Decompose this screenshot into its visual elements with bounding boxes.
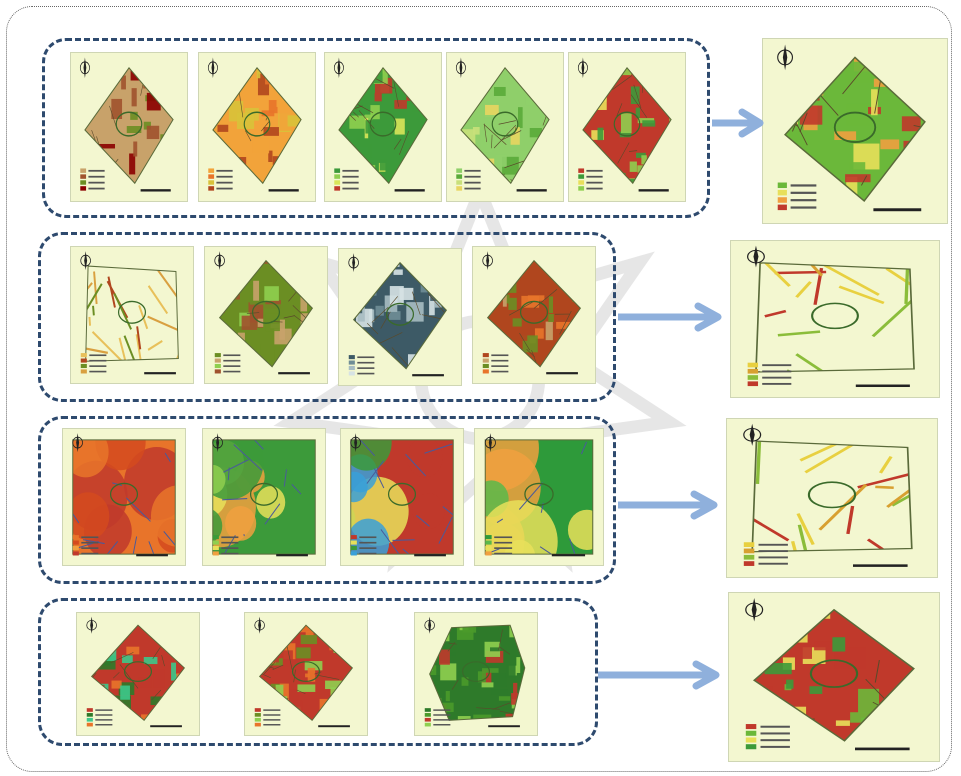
map-3-1-graphic	[72, 433, 176, 557]
map-1-4-graphic	[455, 57, 550, 192]
map-3-4-graphic	[484, 433, 594, 557]
result-map-1-graphic	[777, 44, 926, 212]
map-1-3	[324, 52, 442, 202]
map-1-1-graphic	[79, 57, 174, 192]
group-row-2	[38, 232, 616, 402]
map-4-1-graphic	[86, 616, 186, 728]
map-1-5-graphic	[577, 57, 672, 192]
map-2-3	[338, 248, 462, 386]
map-3-3-graphic	[350, 433, 454, 557]
map-4-3-graphic	[424, 616, 526, 728]
map-3-1	[62, 428, 186, 566]
result-map-3-graphic	[743, 423, 913, 567]
map-3-4	[474, 428, 604, 566]
result-map-1	[762, 38, 948, 224]
map-1-4	[446, 52, 564, 202]
arrow-row-2	[618, 302, 722, 332]
map-4-2-graphic	[254, 616, 354, 728]
map-2-4	[472, 246, 596, 384]
map-2-4-graphic	[482, 251, 582, 375]
map-3-2	[202, 428, 326, 566]
result-map-3	[726, 418, 938, 578]
arrow-row-1	[712, 108, 764, 138]
map-4-3	[414, 612, 538, 736]
map-1-3-graphic	[333, 57, 428, 192]
result-map-4	[728, 592, 940, 762]
arrow-row-4	[598, 660, 720, 690]
figure-frame	[6, 6, 952, 772]
map-4-1	[76, 612, 200, 736]
map-1-2-graphic	[207, 57, 302, 192]
map-2-1	[70, 246, 194, 384]
result-map-4-graphic	[745, 598, 915, 751]
map-2-1-graphic	[80, 251, 179, 375]
map-1-5	[568, 52, 686, 202]
map-1-2	[198, 52, 316, 202]
map-4-2	[244, 612, 368, 736]
group-row-4	[38, 598, 598, 746]
map-1-1	[70, 52, 188, 202]
map-3-2-graphic	[212, 433, 316, 557]
result-map-2	[730, 240, 940, 398]
map-2-2	[204, 246, 328, 384]
arrow-row-3	[618, 490, 718, 520]
group-row-3	[38, 416, 616, 584]
map-3-3	[340, 428, 464, 566]
result-map-2-graphic	[747, 245, 915, 388]
map-2-3-graphic	[348, 253, 448, 377]
group-row-1	[42, 38, 710, 218]
map-2-2-graphic	[214, 251, 314, 375]
